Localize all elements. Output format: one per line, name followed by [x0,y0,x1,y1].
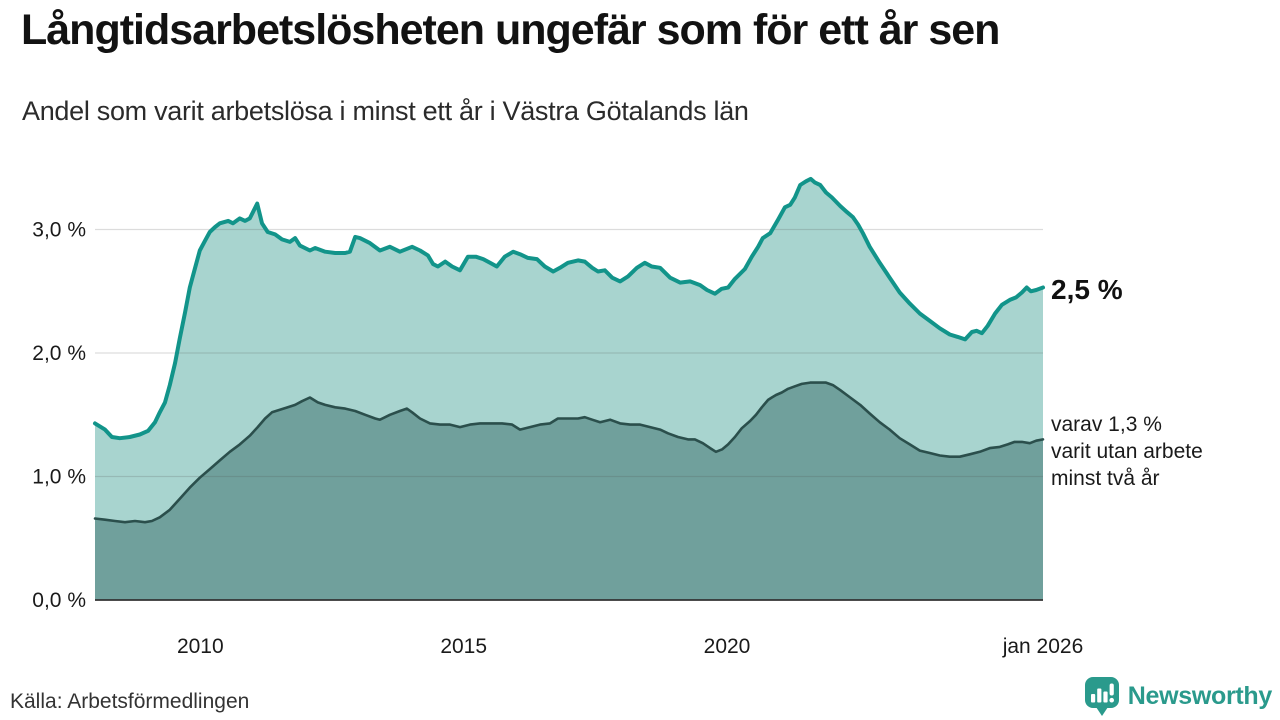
newsworthy-branding: Newsworthy [1084,676,1272,717]
series-2-line [93,381,1045,524]
newsworthy-wordmark: Newsworthy [1127,682,1273,710]
newsworthy-logo-icon [1084,677,1119,716]
annotation-line: varit utan arbete [1051,440,1203,463]
x-tick-label: 2015 [440,635,487,658]
y-tick-label: 0,0 % [32,589,86,612]
series2-end-annotation: varav 1,3 % varit utan arbete minst två … [1051,411,1203,492]
source-credit: Källa: Arbetsförmedlingen [10,690,250,713]
series-1-line [93,176,1045,441]
series-2-area [95,382,1043,600]
x-tick-label: 2020 [704,635,751,658]
x-tick-label: jan 2026 [1002,635,1084,658]
y-tick-label: 1,0 % [32,466,86,489]
annotation-line: varav 1,3 % [1051,413,1162,436]
series1-end-value-label: 2,5 % [1051,274,1123,305]
chart-subtitle: Andel som varit arbetslösa i minst ett å… [22,96,749,126]
annotation-line: minst två år [1051,467,1160,490]
y-tick-label: 3,0 % [32,219,86,242]
y-tick-label: 2,0 % [32,342,86,365]
page-title: Långtidsarbetslösheten ungefär som för e… [21,6,1000,54]
x-tick-label: 2010 [177,635,224,658]
